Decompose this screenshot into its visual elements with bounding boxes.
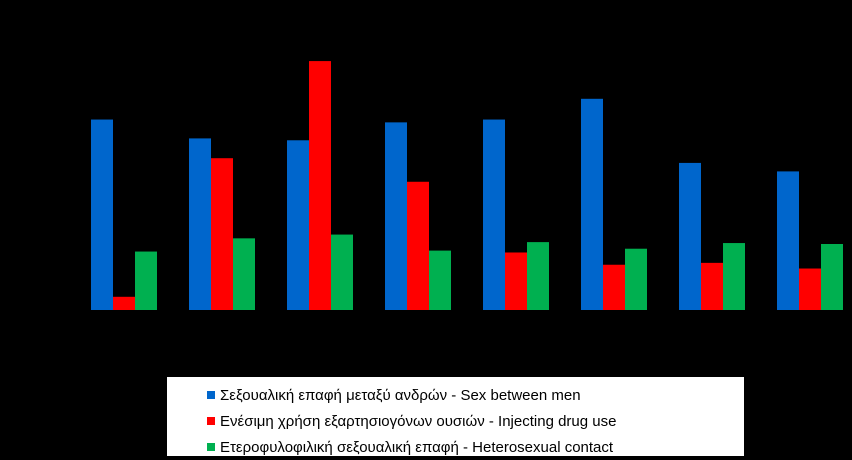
bar-injecting-drug-use-8	[799, 268, 821, 310]
bar-sex-between-men-4	[385, 122, 407, 310]
bar-sex-between-men-6	[581, 98, 603, 310]
bar-injecting-drug-use-5	[505, 252, 527, 310]
bar-heterosexual-contact-1	[135, 251, 157, 310]
legend-item-heterosexual-contact: Ετεροφυλοφιλική σεξουαλική επαφή - Heter…	[207, 434, 744, 460]
legend-swatch-heterosexual-contact	[207, 443, 215, 451]
bar-heterosexual-contact-5	[527, 242, 549, 310]
bar-heterosexual-contact-6	[625, 248, 647, 310]
bar-heterosexual-contact-2	[233, 238, 255, 310]
bar-heterosexual-contact-8	[821, 244, 843, 310]
bar-sex-between-men-5	[483, 119, 505, 311]
bar-sex-between-men-8	[777, 171, 799, 310]
legend-label-injecting-drug-use: Ενέσιμη χρήση εξαρτησιογόνων ουσιών - In…	[220, 412, 617, 430]
legend-swatch-injecting-drug-use	[207, 417, 215, 425]
bar-injecting-drug-use-4	[407, 181, 429, 310]
bar-injecting-drug-use-2	[211, 158, 233, 310]
bar-sex-between-men-2	[189, 138, 211, 310]
bar-heterosexual-contact-3	[331, 234, 353, 310]
bar-sex-between-men-3	[287, 140, 309, 310]
bar-sex-between-men-1	[91, 119, 113, 311]
bar-injecting-drug-use-1	[113, 296, 135, 310]
legend-label-heterosexual-contact: Ετεροφυλοφιλική σεξουαλική επαφή - Heter…	[220, 438, 614, 456]
bar-heterosexual-contact-4	[429, 250, 451, 310]
legend: Σεξουαλική επαφή μεταξύ ανδρών - Sex bet…	[167, 377, 744, 456]
bar-injecting-drug-use-7	[701, 262, 723, 310]
bar-injecting-drug-use-6	[603, 264, 625, 310]
legend-item-injecting-drug-use: Ενέσιμη χρήση εξαρτησιογόνων ουσιών - In…	[207, 408, 744, 434]
legend-label-sex-between-men: Σεξουαλική επαφή μεταξύ ανδρών - Sex bet…	[220, 386, 581, 404]
bar-heterosexual-contact-7	[723, 243, 745, 310]
legend-item-sex-between-men: Σεξουαλική επαφή μεταξύ ανδρών - Sex bet…	[207, 382, 744, 408]
legend-swatch-sex-between-men	[207, 391, 215, 399]
bar-sex-between-men-7	[679, 162, 701, 310]
bar-injecting-drug-use-3	[309, 61, 331, 311]
